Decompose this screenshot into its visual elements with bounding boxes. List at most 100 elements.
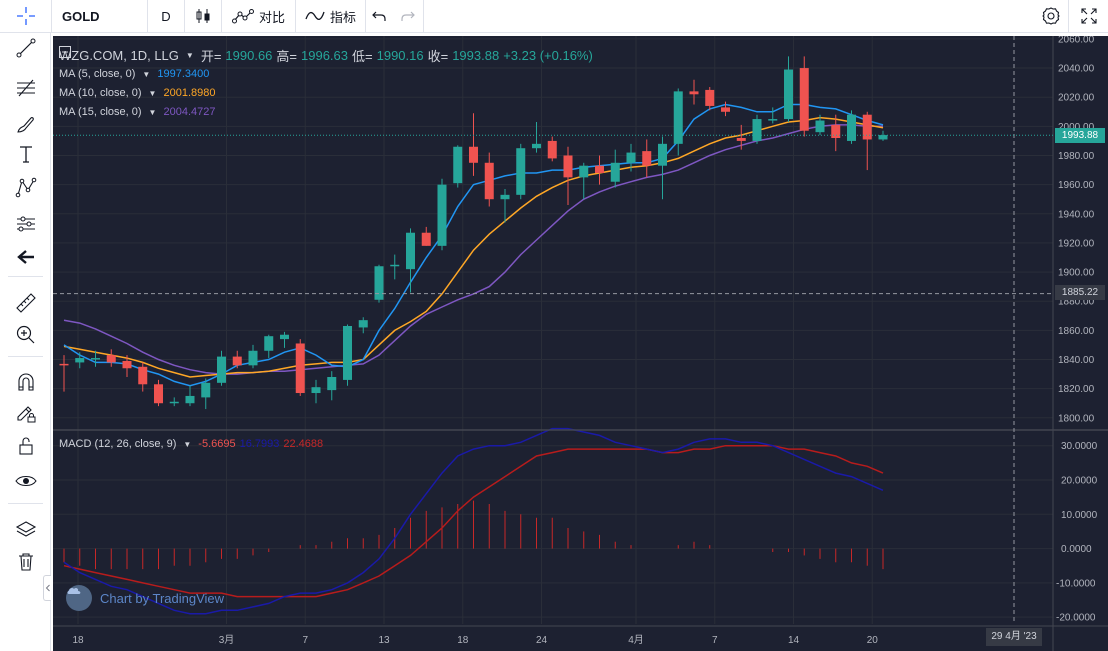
candle: [264, 334, 274, 359]
candle-body: [626, 152, 636, 163]
candle-body: [736, 138, 746, 141]
candle: [705, 87, 715, 111]
price-tick-label: 1820.00: [1058, 384, 1095, 395]
toolbar-divider: [8, 356, 43, 357]
tool-hide-drawings[interactable]: [0, 466, 51, 496]
candle-body: [154, 384, 163, 404]
open-value: 1990.66: [225, 48, 273, 63]
candle: [327, 371, 337, 401]
candle: [815, 114, 825, 136]
candle-body: [658, 143, 667, 166]
candle: [532, 121, 541, 153]
tool-fib-retracement[interactable]: [0, 73, 51, 103]
candle: [154, 379, 163, 407]
macd-signal-value: 22.4688: [283, 438, 324, 450]
candle-body: [579, 165, 589, 178]
ma15-menu-icon[interactable]: ▼: [148, 107, 157, 117]
tool-brush[interactable]: [0, 109, 51, 139]
trend-line-icon: [16, 38, 35, 58]
candle-body: [343, 325, 352, 380]
chart-type-button[interactable]: [185, 0, 222, 33]
price-tick-label: 2000.00: [1058, 122, 1095, 133]
chart-pane[interactable]: 1800.00 1820.00 1840.00 1860.00 1880.00 1900.…: [53, 36, 1108, 651]
candle-body: [185, 395, 195, 404]
price-tick-label: 1800.00: [1058, 413, 1095, 424]
arrow-left-icon: [16, 250, 34, 264]
ma15-value: 2004.4727: [163, 106, 216, 118]
redo-button[interactable]: [392, 0, 424, 33]
chart-canvas[interactable]: 1800.00 1820.00 1840.00 1860.00 1880.00 1900.…: [53, 36, 1108, 651]
ma10-legend[interactable]: MA (10, close, 0) ▼ 2001.8980: [59, 87, 215, 99]
candle-body: [831, 124, 841, 139]
tool-stay-drawing[interactable]: [0, 399, 51, 429]
series-menu-icon[interactable]: ▼: [185, 51, 194, 60]
candle: [563, 146, 573, 206]
ma5-legend[interactable]: MA (5, close, 0) ▼ 1997.3400: [59, 68, 209, 80]
candle-body: [217, 356, 226, 383]
top-toolbar: GOLD D 对比 指标: [0, 0, 1108, 33]
interval-button[interactable]: D: [148, 0, 185, 33]
ma10-menu-icon[interactable]: ▼: [148, 88, 157, 98]
macd-menu-icon[interactable]: ▼: [183, 439, 192, 449]
unlock-icon: [18, 437, 33, 455]
undo-button[interactable]: [366, 0, 392, 33]
tool-magnet[interactable]: [0, 367, 51, 397]
open-label: 开=: [200, 49, 222, 64]
crosshair-button[interactable]: [0, 0, 52, 33]
candle: [831, 114, 841, 152]
macd-tick-label: 30.0000: [1061, 441, 1098, 452]
candle-body: [264, 336, 274, 351]
time-tick-label: 3月: [219, 634, 235, 646]
tool-zoom-in[interactable]: [0, 320, 51, 350]
tool-object-tree[interactable]: [0, 515, 51, 545]
fullscreen-button[interactable]: [1069, 0, 1108, 33]
candle: [106, 349, 116, 367]
tradingview-logo[interactable]: Chart by TradingView: [66, 585, 224, 611]
ma15-legend[interactable]: MA (15, close, 0) ▼ 2004.4727: [59, 106, 215, 118]
candle-body: [752, 119, 762, 141]
candle-body: [390, 264, 400, 267]
candle: [311, 379, 321, 404]
ma5-value: 1997.3400: [157, 68, 210, 80]
candle-body: [563, 155, 573, 178]
fib-icon: [16, 79, 35, 97]
tool-remove-drawings[interactable]: [0, 547, 51, 577]
symbol-search-button[interactable]: GOLD: [52, 0, 148, 33]
compare-button[interactable]: 对比: [222, 0, 296, 33]
candle: [736, 124, 746, 150]
indicators-icon: [305, 11, 325, 20]
tool-icons[interactable]: [0, 242, 51, 272]
indicators-button[interactable]: 指标: [296, 0, 366, 33]
candle: [169, 397, 179, 407]
settings-button[interactable]: [1033, 0, 1069, 33]
change-value: +3.23 (+0.16%): [503, 48, 593, 63]
tool-trend-line[interactable]: [0, 33, 51, 63]
ma5-menu-icon[interactable]: ▼: [142, 69, 151, 79]
macd-legend[interactable]: MACD (12, 26, close, 9) ▼ -5.6695 16.799…: [59, 438, 323, 450]
main-series-legend[interactable]: WZG.COM, 1D, LLG ▼ 开= 1990.66 高= 1996.63 低…: [59, 46, 593, 65]
candle: [358, 317, 368, 334]
ma15-label: MA (15, close, 0): [59, 106, 142, 118]
compare-icon: [231, 9, 254, 24]
candle: [185, 385, 195, 407]
toolbar-divider: [8, 503, 43, 504]
undo-icon: [372, 11, 386, 21]
ma10-value: 2001.8980: [163, 87, 216, 99]
tool-measure[interactable]: [0, 288, 51, 318]
tool-pattern[interactable]: [0, 173, 51, 203]
toolbar-collapse-button[interactable]: [43, 575, 51, 601]
candle: [59, 355, 69, 392]
layers-icon: [15, 521, 36, 537]
macd-label: MACD (12, 26, close, 9): [59, 438, 177, 450]
candle: [847, 110, 856, 144]
candle-body: [799, 68, 809, 131]
collapse-legend-icon[interactable]: [59, 46, 71, 58]
tool-prediction[interactable]: [0, 209, 51, 239]
candle: [217, 350, 226, 386]
time-tick-label: 18: [72, 635, 84, 646]
text-icon: [19, 146, 32, 163]
candle-body: [815, 120, 825, 133]
tool-text[interactable]: [0, 139, 51, 169]
trash-icon: [18, 553, 33, 571]
tool-lock-drawings[interactable]: [0, 431, 51, 461]
